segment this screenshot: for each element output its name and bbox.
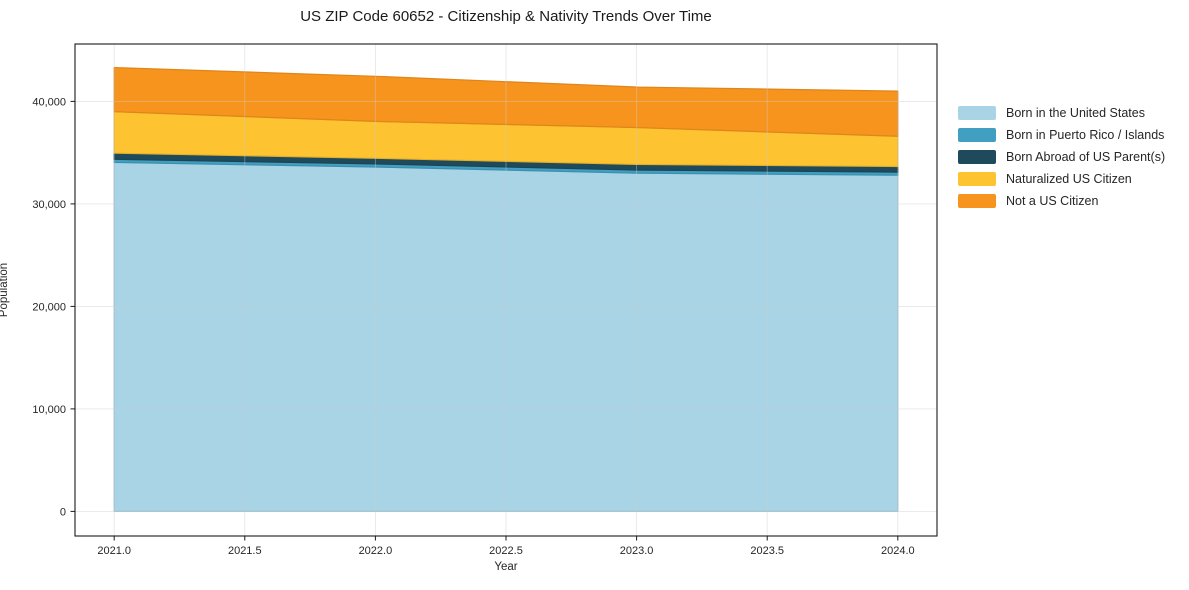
legend-label: Born in the United States — [1006, 106, 1145, 120]
y-tick-label: 0 — [60, 506, 66, 518]
x-tick-label: 2021.0 — [97, 545, 131, 557]
legend-label: Naturalized US Citizen — [1006, 172, 1132, 186]
legend-item: Not a US Citizen — [958, 194, 1165, 208]
x-tick-label: 2023.5 — [750, 545, 784, 557]
x-tick-label: 2022.5 — [489, 545, 523, 557]
legend-swatch-icon — [958, 128, 996, 142]
y-axis-label: Population — [0, 262, 10, 318]
legend: Born in the United States Born in Puerto … — [958, 106, 1165, 208]
legend-item: Born Abroad of US Parent(s) — [958, 150, 1165, 164]
y-tick-label: 10,000 — [32, 404, 66, 416]
x-axis-label: Year — [494, 561, 518, 573]
legend-item: Naturalized US Citizen — [958, 172, 1165, 186]
legend-label: Born Abroad of US Parent(s) — [1006, 150, 1166, 164]
y-tick-label: 30,000 — [32, 199, 66, 211]
legend-swatch-icon — [958, 172, 996, 186]
legend-item: Born in the United States — [958, 106, 1165, 120]
legend-label: Born in Puerto Rico / Islands — [1006, 128, 1165, 142]
x-tick-label: 2024.0 — [881, 545, 915, 557]
y-tick-label: 20,000 — [32, 301, 66, 313]
legend-swatch-icon — [958, 150, 996, 164]
chart-title: US ZIP Code 60652 - Citizenship & Nativi… — [300, 8, 712, 25]
y-tick-label: 40,000 — [32, 96, 66, 108]
x-tick-label: 2023.0 — [620, 545, 654, 557]
legend-swatch-icon — [958, 194, 996, 208]
legend-swatch-icon — [958, 106, 996, 120]
legend-label: Not a US Citizen — [1006, 194, 1099, 208]
x-tick-label: 2022.0 — [359, 545, 393, 557]
area-not-a-us-citizen — [113, 66, 899, 137]
legend-item: Born in Puerto Rico / Islands — [958, 128, 1165, 142]
x-tick-label: 2021.5 — [228, 545, 262, 557]
